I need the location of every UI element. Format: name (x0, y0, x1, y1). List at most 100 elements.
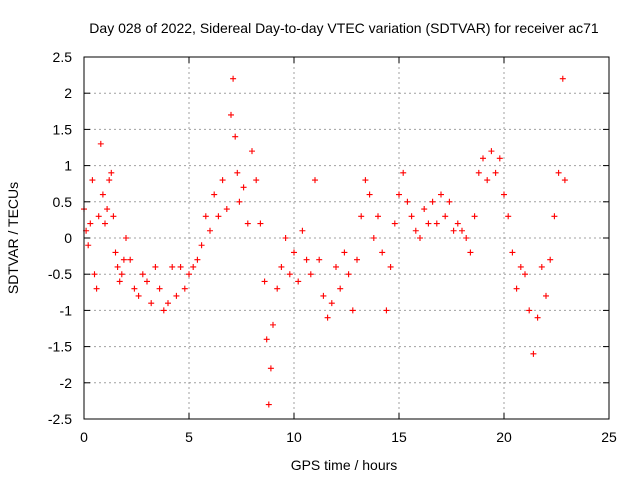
y-axis-ticks: -2.5 -2 -1.5 -1 -0.5 0 0.5 1 1.5 2 2.5 (48, 49, 609, 427)
data-point (480, 155, 486, 162)
data-point (328, 300, 335, 307)
data-point (475, 169, 482, 176)
y-tick-label: 0 (64, 230, 72, 246)
data-point (358, 213, 365, 220)
data-point (282, 235, 289, 241)
data-point (534, 314, 541, 321)
data-point (152, 263, 159, 270)
data-point (446, 198, 453, 205)
data-point (85, 242, 92, 249)
data-point (501, 191, 507, 198)
data-point (177, 263, 184, 270)
data-point (190, 263, 197, 270)
data-point (207, 227, 213, 234)
data-point (104, 206, 111, 213)
data-point (257, 220, 264, 227)
data-point (316, 256, 323, 263)
data-point (391, 220, 398, 227)
data-point (91, 271, 98, 278)
data-point (463, 235, 470, 241)
data-point (526, 307, 533, 314)
chart-title: Day 028 of 2022, Sidereal Day-to-day VTE… (89, 20, 599, 36)
data-point (484, 177, 491, 184)
data-point (156, 285, 163, 292)
data-point (286, 271, 293, 278)
x-tick-label: 20 (496, 429, 512, 445)
y-tick-label: -1 (60, 302, 73, 318)
data-point (232, 133, 239, 140)
data-point (173, 292, 180, 299)
data-point (263, 336, 270, 343)
data-point (517, 263, 524, 270)
data-point (312, 177, 318, 184)
data-point (561, 177, 568, 184)
data-point (408, 213, 415, 220)
y-tick-label: 2.5 (53, 49, 73, 65)
data-point (421, 206, 428, 213)
data-point (116, 278, 123, 285)
data-point (97, 140, 104, 147)
data-point (202, 213, 209, 220)
x-axis-ticks: 0 5 10 15 20 25 (80, 57, 617, 445)
y-tick-label: 1 (64, 158, 72, 174)
data-point (244, 220, 251, 227)
data-point (169, 263, 176, 270)
y-tick-label: -2.5 (48, 411, 72, 427)
data-point (467, 249, 474, 256)
data-point (459, 227, 465, 234)
data-point (228, 111, 234, 118)
data-point (543, 292, 549, 299)
data-point (404, 198, 411, 205)
data-point (198, 242, 205, 249)
data-point (144, 278, 150, 285)
data-point (278, 263, 285, 270)
data-point (324, 314, 331, 321)
data-point (131, 285, 138, 292)
data-point (412, 227, 419, 234)
data-point (186, 271, 192, 278)
data-point (522, 271, 528, 278)
data-point (505, 213, 512, 220)
data-point (383, 307, 390, 314)
data-point (114, 263, 121, 270)
data-point (307, 271, 314, 278)
data-point (95, 213, 102, 220)
data-point (230, 75, 237, 82)
data-point (148, 300, 155, 307)
data-point (530, 350, 537, 357)
x-tick-label: 15 (391, 429, 407, 445)
data-point (267, 365, 274, 372)
data-point (211, 191, 218, 198)
data-point (559, 75, 566, 82)
data-point (513, 285, 520, 292)
data-point (442, 213, 449, 220)
data-point (429, 198, 436, 205)
data-point (450, 227, 457, 234)
data-point (299, 227, 306, 234)
data-point (110, 213, 117, 220)
data-point (135, 292, 142, 299)
data-point (396, 191, 402, 198)
data-point (223, 206, 230, 213)
data-point (354, 256, 360, 263)
data-point (93, 285, 100, 292)
data-point (215, 213, 222, 220)
data-point (555, 169, 562, 176)
data-point (89, 177, 96, 184)
data-point (370, 235, 377, 241)
data-point (219, 177, 226, 184)
data-point (333, 263, 339, 270)
data-point (341, 249, 348, 256)
data-point (181, 285, 188, 292)
data-point (438, 191, 444, 198)
data-point (87, 220, 94, 227)
gridlines (84, 57, 609, 419)
data-point (291, 249, 297, 256)
data-point (379, 249, 386, 256)
data-point (240, 184, 247, 191)
data-point (320, 292, 327, 299)
data-point (249, 148, 255, 155)
x-tick-label: 25 (601, 429, 617, 445)
data-point (265, 401, 272, 408)
y-tick-label: 0.5 (53, 194, 73, 210)
